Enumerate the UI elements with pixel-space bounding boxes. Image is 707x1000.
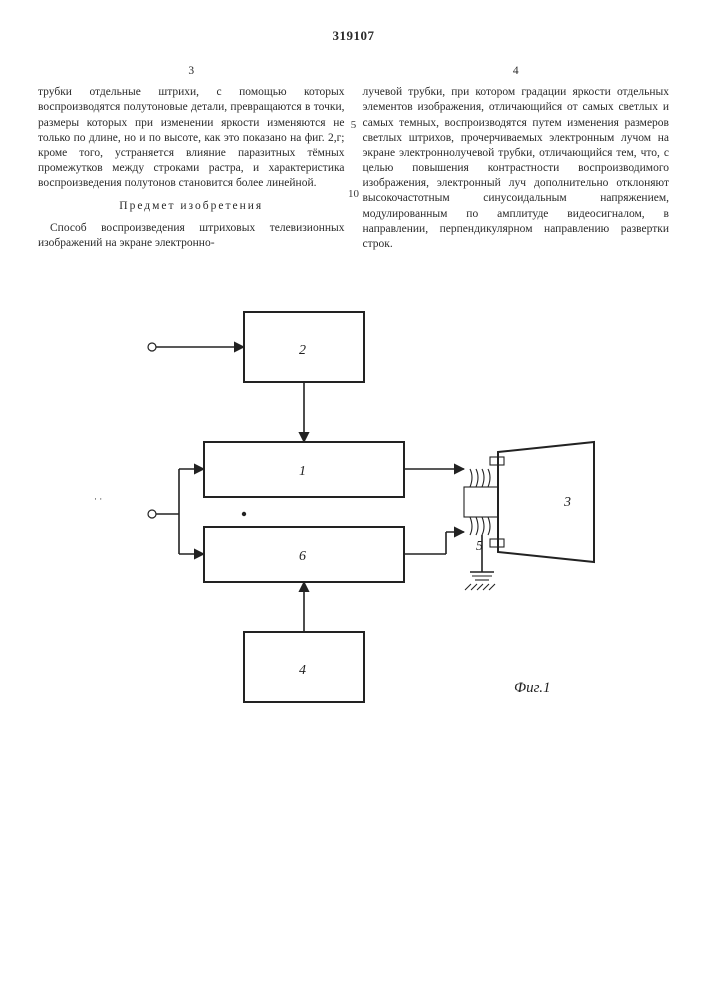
- left-paragraph-2: Способ воспроизведения штриховых телевиз…: [38, 221, 345, 251]
- line-marker-10: 10: [346, 188, 362, 200]
- block-diagram: 2 1 6 4: [94, 292, 614, 752]
- claims-heading: Предмет изобретения: [38, 199, 345, 214]
- label-3: 3: [563, 495, 571, 510]
- label-2: 2: [299, 343, 306, 358]
- left-column: 3 трубки отдельные штрихи, с помощью кот…: [38, 64, 345, 252]
- left-paragraph-1: трубки отдельные штрихи, с помощью котор…: [38, 85, 345, 191]
- label-6: 6: [299, 549, 306, 564]
- text-columns: 3 трубки отдельные штрихи, с помощью кот…: [38, 64, 669, 252]
- left-column-number: 3: [38, 64, 345, 79]
- document-number: 319107: [38, 28, 669, 44]
- svg-text:· ·: · ·: [94, 494, 102, 504]
- page: 319107 5 10 3 трубки отдельные штрихи, с…: [0, 0, 707, 1000]
- right-column: 4 лучевой трубки, при котором градации я…: [363, 64, 670, 252]
- label-1: 1: [299, 464, 306, 479]
- right-column-number: 4: [363, 64, 670, 79]
- figure-1: 2 1 6 4: [38, 292, 669, 752]
- figure-caption: Фиг.1: [514, 680, 550, 696]
- line-marker-5: 5: [346, 119, 362, 131]
- right-paragraph-1: лучевой трубки, при котором градации ярк…: [363, 85, 670, 252]
- label-4: 4: [299, 663, 306, 678]
